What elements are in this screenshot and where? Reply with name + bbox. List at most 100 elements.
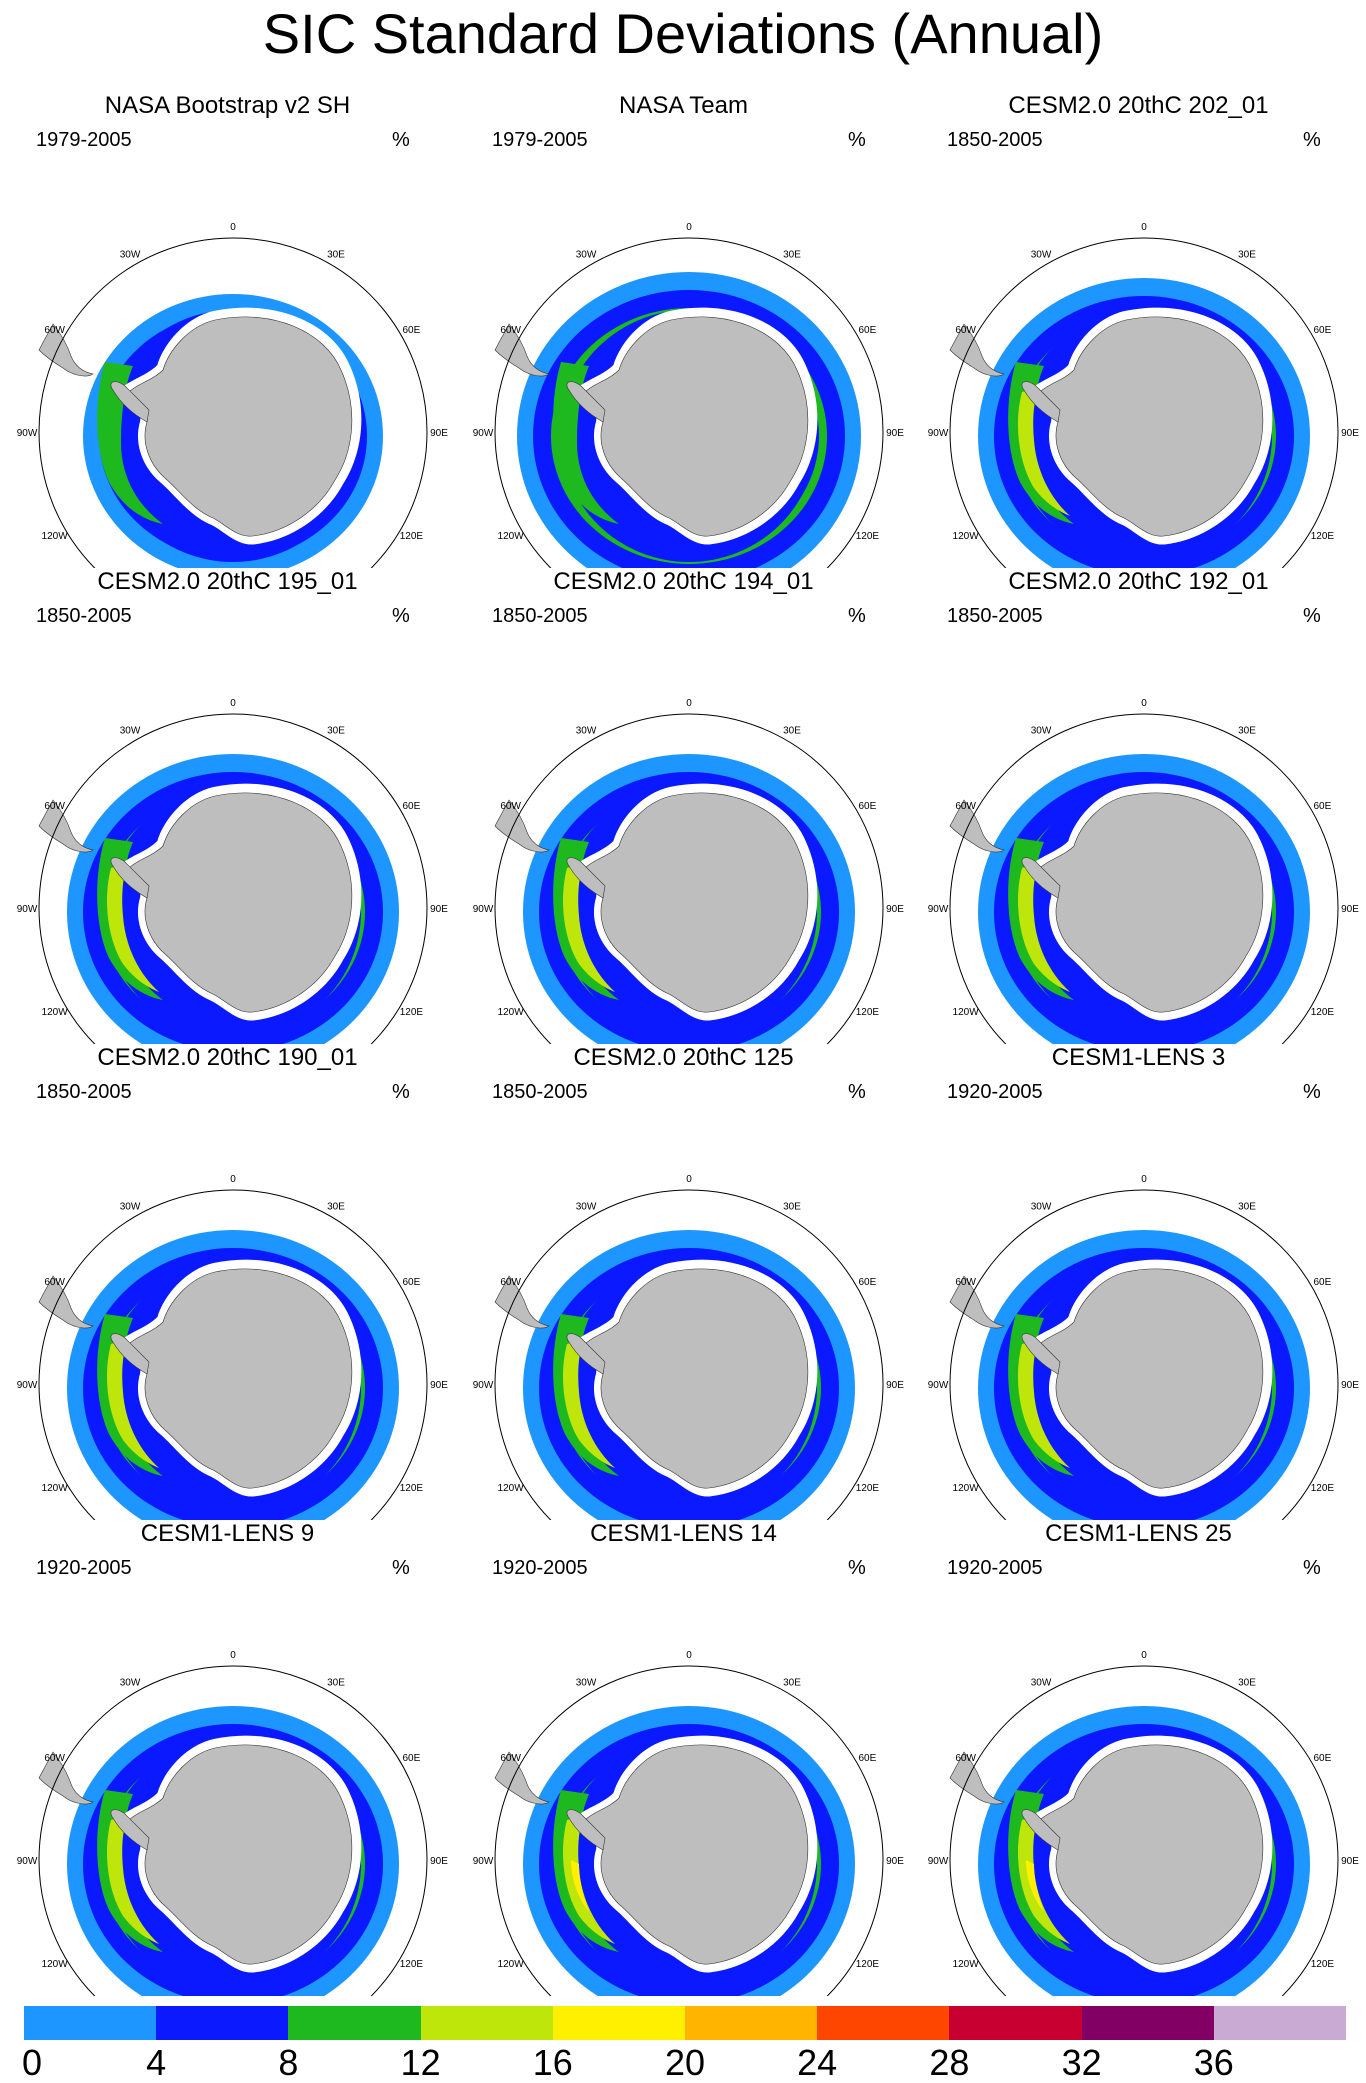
panel-title: CESM2.0 20thC 202_01 (1008, 92, 1269, 119)
longitude-label: 90W (928, 904, 949, 915)
panel-period: 1850-2005 (947, 605, 1043, 627)
longitude-label: 60E (1314, 801, 1332, 812)
band-8-12 (553, 362, 619, 524)
colorbar-label: 20 (664, 2042, 706, 2083)
longitude-label: 60E (403, 325, 421, 336)
polar-map: 030E60E90E120E150E180150W120W90W60W30W (473, 1650, 904, 1996)
antarctica-landmass (1039, 316, 1264, 537)
map-panel: 030E60E90E120E150E180150W120W90W60W30WNA… (0, 92, 455, 568)
antarctica-landmass (584, 1744, 809, 1965)
panel-title: CESM2.0 20thC 195_01 (97, 568, 358, 595)
map-boundary-circle (494, 713, 884, 1044)
antarctic-peninsula (566, 1333, 606, 1375)
colorbar-label: 8 (278, 2042, 299, 2083)
polar-map: 030E60E90E120E150E180150W120W90W60W30W (928, 1174, 1359, 1520)
polar-map: 030E60E90E120E150E180150W120W90W60W30W (928, 698, 1359, 1044)
longitude-label: 120W (498, 1007, 525, 1018)
longitude-label: 120E (1311, 1959, 1335, 1970)
figure-title: SIC Standard Deviations (Annual) (262, 2, 1104, 65)
colorbar-segment (685, 2006, 818, 2040)
longitude-label: 0 (686, 222, 692, 233)
longitude-label: 60W (44, 325, 65, 336)
panel-title: NASA Bootstrap v2 SH (104, 92, 351, 119)
longitude-label: 30E (1238, 726, 1256, 737)
colorbar-segment (552, 2006, 686, 2040)
longitude-label: 60E (859, 325, 877, 336)
longitude-label: 90E (430, 428, 448, 439)
longitude-label: 60E (859, 801, 877, 812)
polar-map: 030E60E90E120E150E180150W120W90W60W30W (17, 1174, 448, 1520)
polar-map: 030E60E90E120E150E180150W120W90W60W30W (473, 1174, 904, 1520)
longitude-label: 120E (856, 1959, 880, 1970)
longitude-label: 90W (17, 904, 38, 915)
antarctic-peninsula (1021, 381, 1061, 423)
map-boundary-circle (949, 713, 1339, 1044)
panel-unit: % (1303, 1081, 1321, 1103)
longitude-label: 30W (120, 250, 141, 261)
colorbar-label: 12 (400, 2042, 441, 2083)
longitude-label: 120W (498, 1483, 525, 1494)
longitude-label: 0 (230, 222, 236, 233)
longitude-label: 30E (783, 250, 801, 261)
map-panel: 030E60E90E120E150E180150W120W90W60W30WCE… (456, 1520, 911, 1996)
map-boundary-circle (949, 1665, 1339, 1996)
longitude-label: 60W (500, 1277, 521, 1288)
band-12-16 (107, 864, 159, 992)
band-12-16 (563, 1340, 615, 1468)
longitude-label: 30W (576, 250, 597, 261)
colorbar-label: 28 (929, 2042, 970, 2083)
longitude-label: 30W (1031, 1678, 1052, 1689)
map-boundary-circle (494, 237, 884, 568)
panel-period: 1979-2005 (492, 129, 588, 151)
longitude-label: 0 (1141, 1174, 1147, 1185)
panel-period: 1850-2005 (492, 605, 588, 627)
panel-unit: % (1303, 605, 1321, 627)
antarctica-landmass (128, 1744, 353, 1965)
panel-unit: % (392, 1557, 410, 1579)
longitude-label: 90E (1341, 428, 1359, 439)
antarctica-landmass (128, 792, 353, 1013)
longitude-label: 90W (928, 1380, 949, 1391)
longitude-label: 60W (955, 325, 976, 336)
panel-unit: % (848, 1557, 866, 1579)
polar-map: 030E60E90E120E150E180150W120W90W60W30W (473, 698, 904, 1044)
band-12-16 (1018, 864, 1070, 992)
longitude-label: 0 (230, 1174, 236, 1185)
panel-period: 1920-2005 (947, 1557, 1043, 1579)
longitude-label: 60E (859, 1753, 877, 1764)
colorbar-segment (288, 2006, 422, 2040)
longitude-label: 120W (953, 1007, 980, 1018)
panel-period: 1850-2005 (36, 1081, 132, 1103)
longitude-label: 0 (1141, 698, 1147, 709)
colorbar-segment (949, 2006, 1083, 2040)
longitude-label: 30W (576, 726, 597, 737)
panel-period: 1850-2005 (947, 129, 1043, 151)
longitude-label: 90W (17, 428, 38, 439)
band-12-16 (563, 1816, 615, 1944)
longitude-label: 30E (327, 250, 345, 261)
colorbar-segment (420, 2006, 554, 2040)
antarctic-peninsula (1021, 1333, 1061, 1375)
longitude-label: 120E (1311, 1483, 1335, 1494)
map-panel: 030E60E90E120E150E180150W120W90W60W30WNA… (456, 92, 911, 568)
longitude-label: 60W (955, 801, 976, 812)
longitude-label: 30W (120, 726, 141, 737)
polar-map: 030E60E90E120E150E180150W120W90W60W30W (928, 1650, 1359, 1996)
longitude-label: 60E (403, 1753, 421, 1764)
longitude-label: 90W (473, 1856, 494, 1867)
panel-period: 1920-2005 (492, 1557, 588, 1579)
longitude-label: 120E (400, 531, 424, 542)
longitude-label: 60W (500, 1753, 521, 1764)
longitude-label: 0 (686, 1650, 692, 1661)
panel-unit: % (1303, 1557, 1321, 1579)
band-12-16 (1018, 1340, 1070, 1468)
longitude-label: 30W (1031, 250, 1052, 261)
map-boundary-circle (949, 237, 1339, 568)
longitude-label: 60E (403, 801, 421, 812)
longitude-label: 60E (1314, 1277, 1332, 1288)
colorbar-segment (1081, 2006, 1215, 2040)
longitude-label: 60E (1314, 325, 1332, 336)
band-8-12 (97, 362, 163, 524)
colorbar-label: 0 (21, 2042, 43, 2083)
antarctica-landmass (1039, 1268, 1264, 1489)
